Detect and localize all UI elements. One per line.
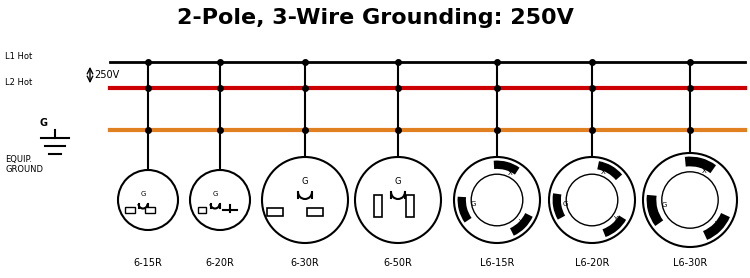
FancyBboxPatch shape xyxy=(145,207,155,213)
Text: 6-50R: 6-50R xyxy=(383,258,412,268)
Text: 6-20R: 6-20R xyxy=(206,258,235,268)
Text: 2-Pole, 3-Wire Grounding: 250V: 2-Pole, 3-Wire Grounding: 250V xyxy=(176,8,574,28)
Text: G: G xyxy=(40,118,48,128)
Text: G: G xyxy=(212,191,217,197)
Circle shape xyxy=(643,153,737,247)
FancyBboxPatch shape xyxy=(374,195,382,217)
Text: G: G xyxy=(471,201,476,207)
Text: G: G xyxy=(562,201,568,207)
Text: G: G xyxy=(302,177,308,187)
Text: G: G xyxy=(394,177,401,187)
Text: G: G xyxy=(662,202,667,208)
Circle shape xyxy=(355,157,441,243)
Circle shape xyxy=(262,157,348,243)
Text: 6-30R: 6-30R xyxy=(291,258,320,268)
Circle shape xyxy=(190,170,250,230)
Text: 250V: 250V xyxy=(94,70,119,80)
Text: L6-15R: L6-15R xyxy=(480,258,514,268)
Text: Y: Y xyxy=(518,219,523,225)
Text: X: X xyxy=(508,170,512,176)
Circle shape xyxy=(549,157,635,243)
Circle shape xyxy=(118,170,178,230)
Text: Y: Y xyxy=(614,216,618,222)
FancyBboxPatch shape xyxy=(198,207,206,213)
Text: EQUIP.
GROUND: EQUIP. GROUND xyxy=(5,155,43,174)
Text: 6-15R: 6-15R xyxy=(134,258,163,268)
Text: G: G xyxy=(140,191,146,197)
Text: X: X xyxy=(600,169,605,175)
FancyBboxPatch shape xyxy=(406,195,414,217)
Text: L6-20R: L6-20R xyxy=(574,258,609,268)
Text: L2 Hot: L2 Hot xyxy=(5,78,32,87)
Text: L1 Hot: L1 Hot xyxy=(5,52,32,61)
FancyBboxPatch shape xyxy=(125,207,135,213)
Text: Y: Y xyxy=(714,220,718,227)
Circle shape xyxy=(454,157,540,243)
Text: L6-30R: L6-30R xyxy=(673,258,707,268)
FancyBboxPatch shape xyxy=(267,208,283,216)
FancyBboxPatch shape xyxy=(307,208,323,216)
Text: X: X xyxy=(702,168,706,174)
